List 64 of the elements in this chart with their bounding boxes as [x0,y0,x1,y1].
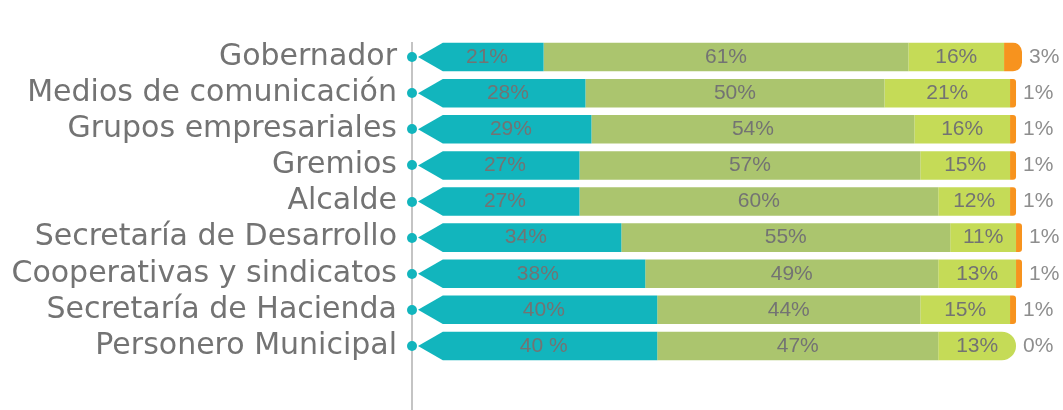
data-label: 1% [1023,79,1054,103]
y-tick-label: Gobernador [218,36,398,72]
data-label: 40 % [519,332,568,356]
bar [1010,295,1017,325]
data-label: 44% [767,296,810,320]
data-label: 40% [522,296,565,320]
data-label: 1% [1023,152,1054,176]
data-label: 13% [956,332,999,356]
data-label: 27% [483,188,526,212]
y-tick-label: Cooperativas y sindicatos [11,253,397,289]
data-label: 15% [944,296,987,320]
y-tick-label: Personero Municipal [95,325,397,361]
data-label: 28% [486,79,529,103]
y-tick-label: Grupos empresariales [67,109,397,145]
data-label: 0% [1023,332,1054,356]
data-label: 54% [731,116,774,140]
bar [1010,115,1017,144]
y-tick-label: Alcalde [287,181,397,217]
data-label: 34% [504,224,547,248]
data-label: 57% [728,152,771,176]
bar [591,115,915,144]
bar [543,42,909,72]
bar [914,115,1011,144]
data-label: 1% [1023,188,1054,212]
bar [920,151,1011,180]
data-label: 1% [1029,224,1060,248]
data-label: 3% [1029,43,1060,67]
y-tick-label: Secretaría de Desarrollo [34,217,397,253]
bar [579,187,939,216]
bar [1016,259,1022,288]
data-label: 16% [935,43,978,67]
y-tick-label: Medios de comunicación [27,72,397,108]
y-tick-label: Gremios [272,145,397,181]
data-label: 61% [704,43,747,67]
data-label: 15% [944,152,987,176]
data-label: 27% [483,152,526,176]
data-label: 60% [737,188,780,212]
data-label: 21% [926,79,969,103]
bar [1010,187,1017,216]
bar [621,223,951,252]
bar [884,78,1011,108]
bar [579,151,921,180]
bar [657,295,921,325]
data-label: 16% [941,116,984,140]
data-label: 50% [713,79,756,103]
data-label: 1% [1023,116,1054,140]
data-label: 55% [764,224,807,248]
data-label: 11% [962,224,1004,248]
bar [1016,223,1022,252]
bar [1010,78,1017,108]
data-label: 29% [489,116,532,140]
bar [645,259,939,288]
data-label: 47% [776,332,819,356]
bar [585,78,885,108]
data-label: 38% [516,260,559,284]
bar [1010,151,1017,180]
data-label: 12% [953,188,996,212]
y-tick-label: Secretaría de Hacienda [46,289,397,325]
data-label: 1% [1023,296,1054,320]
bar [657,331,939,361]
data-label: 49% [770,260,813,284]
data-label: 21% [465,43,509,67]
data-label: 13% [956,260,999,284]
data-label: 1% [1029,260,1060,284]
